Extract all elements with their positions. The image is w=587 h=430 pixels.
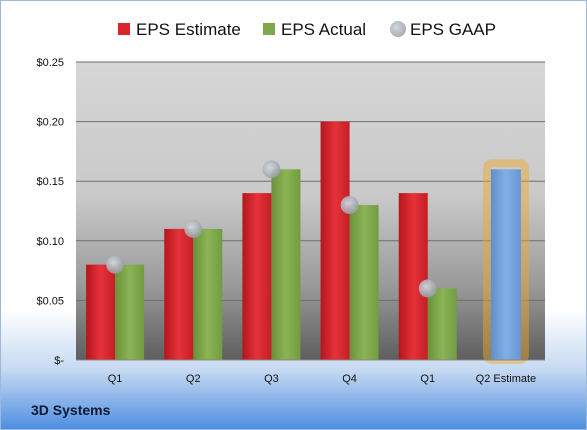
eps-estimate-bar [320, 121, 350, 360]
eps-gaap-marker [418, 279, 437, 298]
x-tick-label: Q2 [186, 373, 201, 385]
x-axis-ticks: Q1 Q2 Q3 Q4 Q1 Q2 Estimate [108, 373, 536, 385]
eps-gaap-marker [340, 196, 359, 215]
y-axis-ticks: $- $0.05 $0.10 $0.15 $0.20 $0.25 [36, 57, 64, 367]
x-tick-label: Q2 Estimate [476, 373, 537, 385]
company-name: 3D Systems [31, 402, 111, 418]
y-tick-label: $0.20 [36, 117, 64, 129]
eps-actual-bar [427, 288, 457, 360]
bar-series [86, 121, 457, 360]
legend-label: EPS Estimate [136, 20, 241, 39]
y-tick-label: $0.25 [36, 57, 64, 69]
eps-estimate-bar [164, 228, 194, 360]
x-tick-label: Q1 [108, 373, 123, 385]
eps-actual-bar [271, 169, 301, 360]
gaap-markers [106, 160, 437, 298]
eps-estimate-bar [398, 193, 428, 360]
legend-swatch [118, 23, 130, 35]
forecast-bar-group [482, 159, 529, 364]
eps-gaap-marker [262, 160, 281, 179]
x-tick-label: Q1 [420, 373, 435, 385]
eps-actual-bar [115, 264, 145, 360]
eps-forecast-bar [490, 169, 521, 360]
x-tick-label: Q3 [264, 373, 279, 385]
legend-label: EPS Actual [281, 20, 366, 39]
legend-label: EPS GAAP [410, 20, 496, 39]
eps-actual-bar [349, 205, 379, 360]
y-tick-label: $- [54, 355, 64, 367]
y-tick-label: $0.05 [36, 295, 64, 307]
plot-area [76, 62, 545, 360]
eps-actual-bar [193, 228, 223, 360]
eps-gaap-marker [184, 219, 203, 238]
eps-estimate-bar [242, 193, 272, 360]
grid-lines [76, 61, 545, 301]
legend-swatch [263, 23, 275, 35]
y-tick-label: $0.10 [36, 236, 64, 248]
legend: EPS Estimate EPS Actual EPS GAAP [118, 20, 496, 39]
eps-gaap-marker [106, 255, 125, 274]
eps-estimate-bar [86, 264, 116, 360]
legend-swatch [390, 21, 406, 37]
x-tick-label: Q4 [342, 373, 357, 385]
y-tick-label: $0.15 [36, 176, 64, 188]
